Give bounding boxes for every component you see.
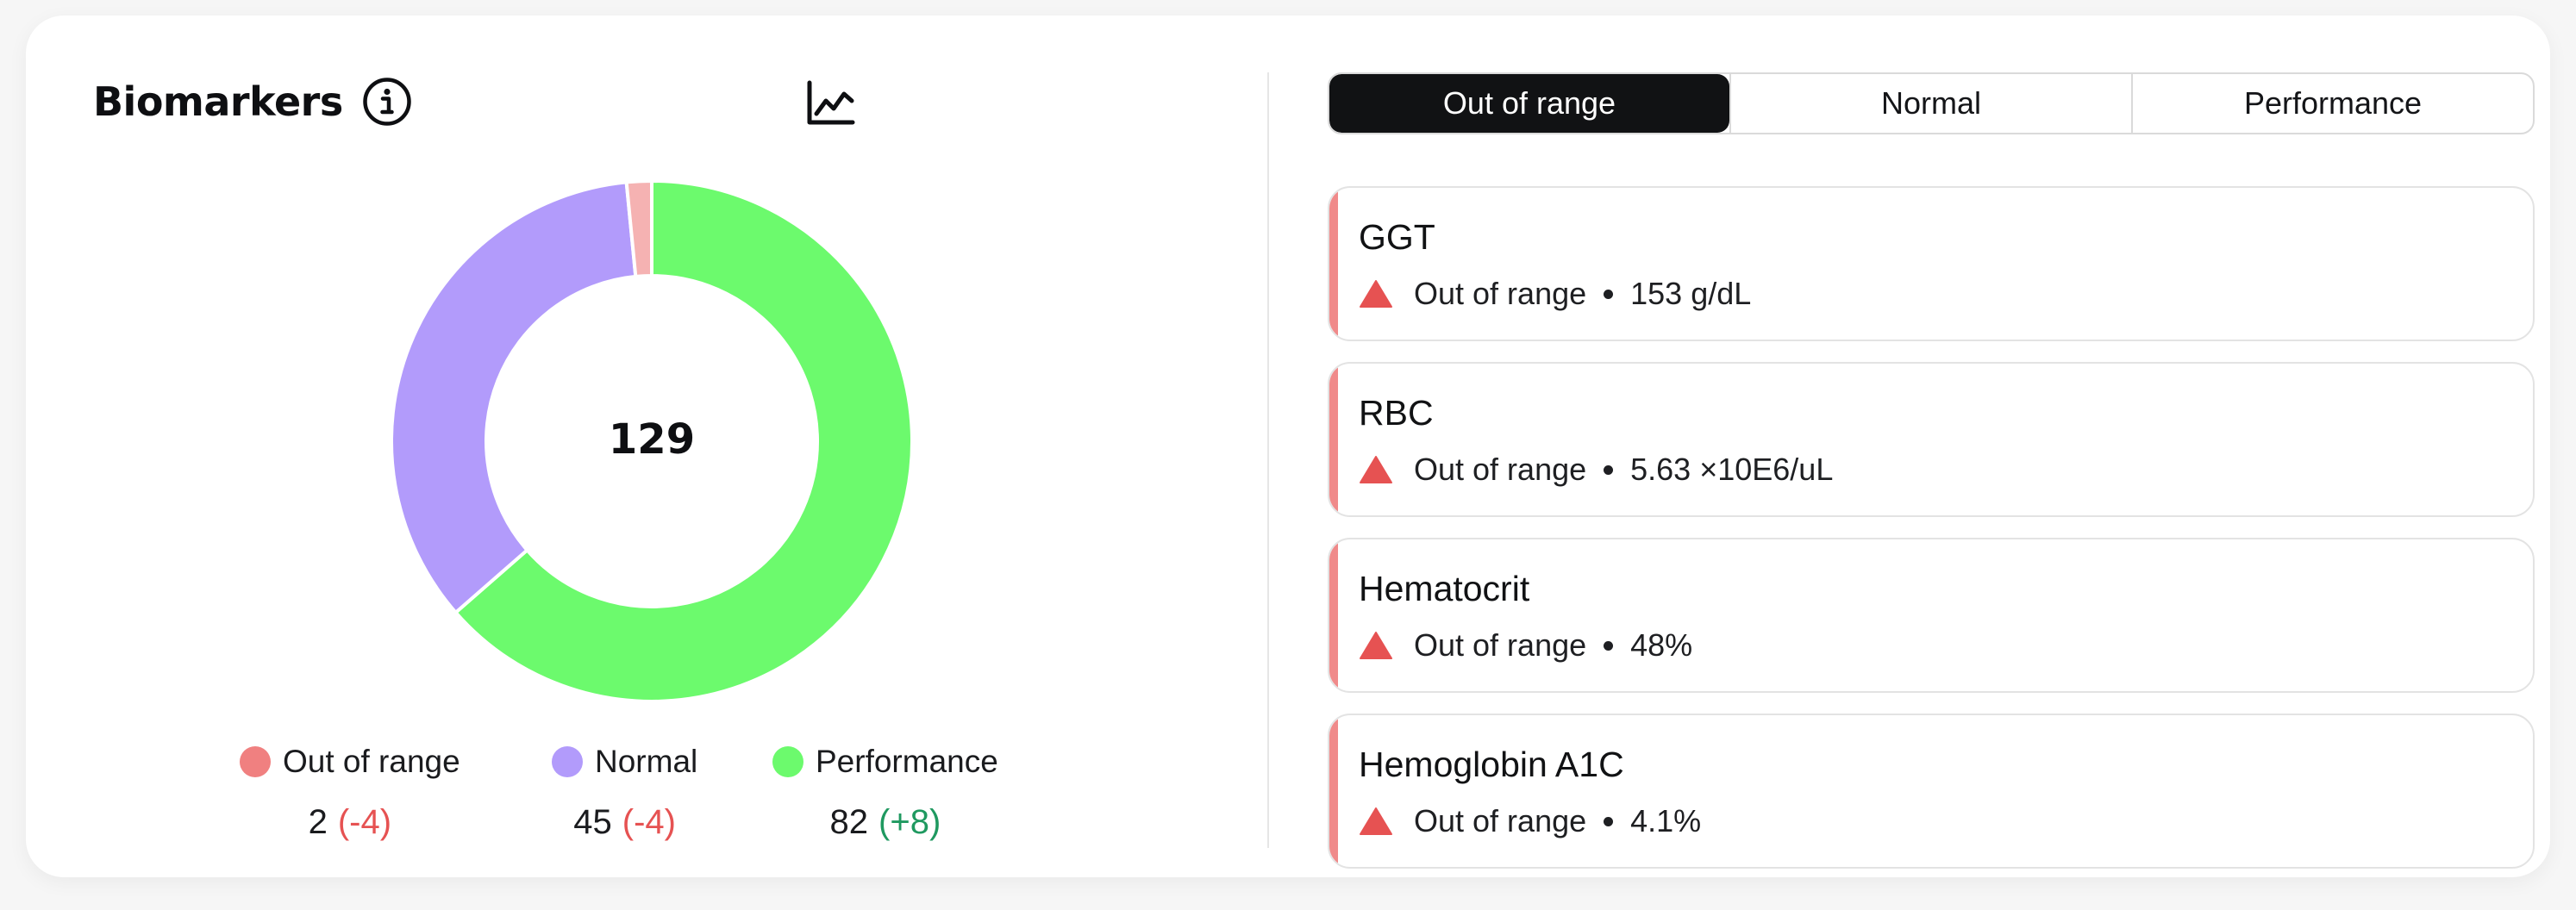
biomarker-value: 153 g/dL <box>1630 276 1752 311</box>
biomarker-name: Hematocrit <box>1359 569 1530 608</box>
panel-divider <box>1267 72 1269 848</box>
legend-label: Performance <box>816 744 998 779</box>
tab-normal[interactable]: Normal <box>1729 74 2131 133</box>
card-accent-bar <box>1329 539 1338 691</box>
legend-out-of-range[interactable]: Out of range 2 (-4) <box>240 739 460 845</box>
legend-count: 45 <box>573 802 612 841</box>
legend-dot-normal <box>552 746 583 777</box>
biomarker-value: 48% <box>1630 627 1693 663</box>
legend-count: 2 <box>308 802 328 841</box>
donut-total: 129 <box>608 415 696 464</box>
status-label: Out of range <box>1414 627 1587 663</box>
legend-label: Out of range <box>283 744 460 779</box>
slice-performance[interactable] <box>453 179 914 703</box>
card-accent-bar <box>1329 364 1338 515</box>
biomarker-status: Out of range 48% <box>1359 627 1692 664</box>
legend-performance[interactable]: Performance 82 (+8) <box>772 739 998 845</box>
biomarker-value: 4.1% <box>1630 803 1702 838</box>
status-label: Out of range <box>1414 276 1587 311</box>
separator-dot <box>1604 289 1614 299</box>
legend-delta: (-4) <box>337 802 392 841</box>
legend-dot-performance <box>772 746 803 777</box>
status-label: Out of range <box>1414 452 1587 487</box>
warning-triangle-icon <box>1360 456 1392 483</box>
legend-label: Normal <box>595 744 698 779</box>
biomarker-status: Out of range 4.1% <box>1359 803 1701 839</box>
biomarker-card-ggt[interactable]: GGT Out of range 153 g/dL <box>1328 186 2535 341</box>
biomarker-list: GGT Out of range 153 g/dL RBC Out of ran… <box>1328 186 2535 889</box>
status-label: Out of range <box>1414 803 1587 838</box>
legend-delta: (+8) <box>878 802 941 841</box>
biomarker-name: GGT <box>1359 217 1435 257</box>
warning-triangle-icon <box>1360 280 1392 308</box>
separator-dot <box>1604 816 1614 826</box>
page-title: Biomarkers <box>93 78 343 125</box>
donut-chart: 129 <box>388 178 916 705</box>
header: Biomarkers <box>93 72 412 131</box>
biomarker-card-hemoglobin-a1c[interactable]: Hemoglobin A1C Out of range 4.1% <box>1328 714 2535 869</box>
status-tabs: Out of range Normal Performance <box>1328 72 2535 134</box>
biomarker-card-hematocrit[interactable]: Hematocrit Out of range 48% <box>1328 538 2535 693</box>
legend-normal[interactable]: Normal 45 (-4) <box>552 739 697 845</box>
slice-normal[interactable] <box>390 180 638 614</box>
biomarker-card-rbc[interactable]: RBC Out of range 5.63 ×10E6/uL <box>1328 362 2535 517</box>
tab-out-of-range[interactable]: Out of range <box>1329 74 1729 133</box>
biomarker-status: Out of range 5.63 ×10E6/uL <box>1359 452 1833 488</box>
biomarker-name: RBC <box>1359 393 1434 433</box>
biomarker-name: Hemoglobin A1C <box>1359 745 1624 784</box>
warning-triangle-icon <box>1360 632 1392 659</box>
donut-svg <box>390 179 914 703</box>
legend-delta: (-4) <box>622 802 676 841</box>
biomarker-value: 5.63 ×10E6/uL <box>1630 452 1834 487</box>
legend-count: 82 <box>829 802 869 841</box>
line-chart-icon[interactable] <box>805 79 857 128</box>
biomarkers-card: Biomarkers 129 Out of range 2 (-4) Norma… <box>26 16 2550 877</box>
slice-out-of-range[interactable] <box>624 179 653 278</box>
card-accent-bar <box>1329 715 1338 867</box>
tab-performance[interactable]: Performance <box>2131 74 2533 133</box>
legend-dot-out-of-range <box>240 746 271 777</box>
info-icon[interactable] <box>362 77 412 127</box>
warning-triangle-icon <box>1360 807 1392 835</box>
separator-dot <box>1604 464 1614 475</box>
separator-dot <box>1604 640 1614 651</box>
card-accent-bar <box>1329 188 1338 340</box>
biomarker-status: Out of range 153 g/dL <box>1359 276 1751 312</box>
